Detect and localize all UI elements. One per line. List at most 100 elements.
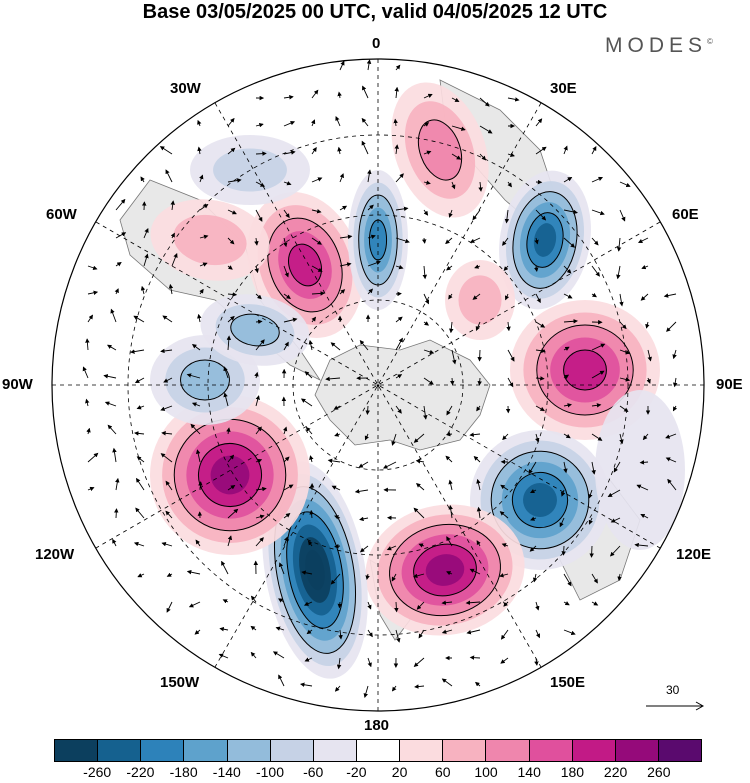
- wind-arrow: [188, 601, 201, 608]
- colorbar-swatch: [227, 740, 271, 761]
- wind-arrow: [112, 538, 117, 547]
- wind-arrow: [255, 151, 267, 156]
- wind-arrow: [311, 209, 322, 214]
- wind-arrow: [359, 516, 369, 522]
- wind-arrow: [359, 340, 369, 351]
- wind-arrow: [160, 348, 173, 354]
- wind-arrow: [359, 545, 369, 553]
- wind-arrow: [535, 348, 546, 353]
- wind-arrow: [395, 374, 403, 379]
- negative-anomaly-contour: [305, 549, 325, 591]
- wind-arrow: [395, 64, 401, 71]
- colorbar-swatch: [486, 740, 530, 761]
- lon-label-120w: 120W: [35, 546, 75, 563]
- wind-arrow: [227, 237, 235, 245]
- wind-arrow: [422, 265, 428, 280]
- colorbar-swatch: [55, 740, 99, 761]
- wind-arrow: [479, 97, 490, 107]
- wind-arrow: [283, 265, 289, 278]
- wind-arrow: [166, 572, 173, 577]
- streamline-contour: [267, 217, 343, 313]
- wind-arrow: [465, 600, 481, 605]
- wind-arrow: [423, 150, 432, 155]
- wind-arrow: [190, 423, 201, 435]
- wind-arrow: [634, 542, 649, 548]
- wind-arrow: [609, 545, 621, 557]
- wind-arrow: [339, 234, 353, 240]
- wind-arrow: [619, 293, 624, 307]
- wind-arrow: [223, 366, 229, 379]
- colorbar-tick-label: -220: [126, 764, 155, 780]
- wind-arrow: [448, 209, 453, 218]
- wind-arrow: [423, 405, 428, 420]
- wind-arrow: [448, 479, 453, 491]
- wind-arrow: [535, 293, 541, 304]
- wind-arrow: [607, 489, 621, 497]
- wind-arrow: [159, 146, 173, 155]
- wind-arrow: [640, 513, 649, 519]
- wind-arrow: [255, 395, 260, 407]
- wind-arrow: [472, 293, 481, 300]
- wind-arrow: [534, 265, 539, 272]
- vector-reference: 30: [640, 683, 710, 713]
- wind-arrow: [136, 405, 145, 410]
- wind-arrow: [283, 341, 289, 351]
- positive-anomaly-contour: [458, 275, 502, 325]
- wind-arrow: [448, 293, 453, 300]
- wind-arrow: [645, 321, 650, 329]
- wind-arrow: [469, 432, 481, 437]
- wind-arrow: [535, 405, 545, 412]
- streamline-contour: [389, 523, 501, 617]
- wind-arrow: [395, 173, 404, 183]
- wind-arrow: [255, 459, 263, 464]
- wind-arrow: [591, 461, 596, 475]
- wind-arrow: [283, 513, 291, 519]
- wind-arrow: [507, 97, 520, 102]
- wind-arrow: [227, 147, 236, 155]
- wind-arrow: [641, 264, 649, 270]
- wind-arrow: [197, 313, 202, 323]
- wind-arrow: [382, 461, 397, 469]
- polar-stereographic-map: •: [51, 58, 705, 712]
- wind-arrow: [394, 86, 399, 99]
- wind-arrow: [335, 115, 341, 127]
- wind-arrow: [87, 486, 95, 492]
- wind-arrow: [502, 433, 509, 441]
- wind-arrow: [337, 91, 342, 99]
- wind-arrow: [563, 629, 576, 636]
- wind-arrow: [591, 237, 599, 246]
- streamline-contour: [512, 191, 578, 289]
- colorbar-tick-label: 140: [517, 764, 541, 780]
- wind-arrow: [391, 685, 397, 692]
- lon-label-30e: 30E: [550, 80, 577, 97]
- wind-arrow: [391, 573, 397, 582]
- negative-anomaly-contour: [533, 223, 557, 257]
- wind-arrow: [591, 403, 602, 408]
- wind-arrow: [563, 237, 576, 248]
- wind-arrow: [663, 293, 677, 298]
- wind-arrow: [311, 89, 319, 99]
- wind-arrow: [395, 629, 401, 643]
- wind-arrow: [171, 252, 178, 267]
- wind-arrow: [500, 484, 509, 491]
- wind-arrow: [535, 118, 543, 127]
- wind-arrow: [504, 293, 510, 301]
- wind-arrow: [283, 121, 296, 127]
- lon-label-60e: 60E: [672, 206, 699, 223]
- wind-arrow: [221, 560, 229, 575]
- wind-arrow: [87, 314, 94, 323]
- colorbar-labels: -260 -220 -180 -140 -100 -60 -20 20 60 100 140 180 2…: [0, 764, 750, 782]
- colorbar: [54, 739, 702, 762]
- wind-arrow: [114, 288, 119, 295]
- wind-arrow: [255, 486, 267, 492]
- wind-arrow: [365, 573, 370, 580]
- wind-arrow: [325, 376, 341, 382]
- wind-arrow: [283, 237, 288, 248]
- wind-arrow: [305, 426, 313, 435]
- wind-arrow: [478, 181, 483, 192]
- wind-arrow: [115, 198, 126, 211]
- wind-arrow: [255, 293, 262, 300]
- wind-arrow: [311, 265, 323, 272]
- wind-arrow: [130, 349, 145, 354]
- wind-arrow: [476, 506, 482, 519]
